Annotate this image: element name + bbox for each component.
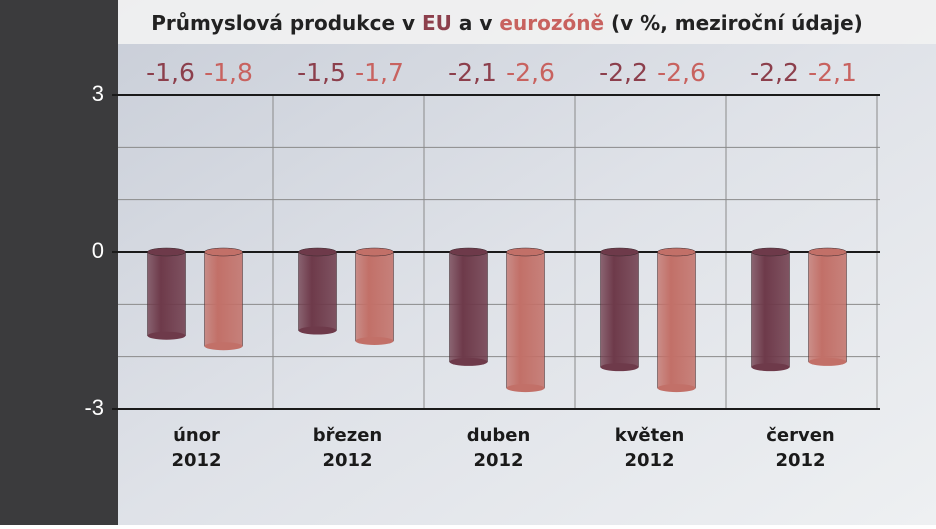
bar-cap — [808, 247, 847, 257]
bar-cap — [147, 247, 186, 257]
bar-cap — [204, 247, 243, 257]
bar-cap — [751, 247, 790, 257]
bar — [506, 251, 545, 389]
bar-bottom — [355, 336, 394, 345]
bar-bottom — [298, 326, 337, 335]
bar-bottom — [506, 384, 545, 393]
title-part: Průmyslová produkce v — [151, 11, 415, 35]
bar-cap — [600, 247, 639, 257]
x-tick-label: 2012 — [322, 450, 372, 471]
bar — [808, 251, 847, 363]
bar — [449, 251, 488, 363]
bar-bottom — [147, 331, 186, 340]
chart-title: Průmyslová produkce v EU a v eurozóně (v %, … — [151, 11, 863, 35]
bar-bottom — [657, 384, 696, 393]
value-label: -2,6 — [657, 58, 706, 87]
value-label: -2,1 — [808, 58, 857, 87]
bar — [147, 251, 186, 336]
value-label: -2,1 — [448, 58, 497, 87]
bar — [355, 251, 394, 342]
bar — [204, 251, 243, 347]
value-label: -2,6 — [506, 58, 555, 87]
value-label: -1,7 — [355, 58, 404, 87]
bar — [657, 251, 696, 389]
x-tick-label: 2012 — [775, 450, 825, 471]
x-tick-label: únor — [173, 425, 220, 446]
title-part: a v — [459, 11, 493, 35]
bar-cap — [657, 247, 696, 257]
x-tick-label: březen — [313, 425, 382, 446]
title-series-name: eurozóně — [499, 11, 604, 35]
bar-bottom — [808, 357, 847, 366]
bar — [600, 251, 639, 368]
bar — [298, 251, 337, 331]
bar-bottom — [204, 342, 243, 351]
bar — [751, 251, 790, 368]
x-tick-label: 2012 — [624, 450, 674, 471]
value-label: -1,6 — [146, 58, 195, 87]
title-band — [118, 0, 936, 44]
title-series-name: EU — [422, 11, 452, 35]
bar-cap — [355, 247, 394, 257]
value-label: -2,2 — [750, 58, 799, 87]
x-tick-label: duben — [467, 425, 531, 446]
bar-cap — [506, 247, 545, 257]
x-tick-label: červen — [766, 425, 835, 446]
x-tick-label: květen — [615, 425, 685, 446]
bar-bottom — [449, 357, 488, 366]
bar-cap — [449, 247, 488, 257]
x-tick-label: 2012 — [171, 450, 221, 471]
x-tick-label: 2012 — [473, 450, 523, 471]
title-part: (v %, meziroční údaje) — [611, 11, 863, 35]
bar-cap — [298, 247, 337, 257]
value-label: -2,2 — [599, 58, 648, 87]
bar-bottom — [751, 363, 790, 372]
value-label: -1,5 — [297, 58, 346, 87]
y-tick-label: 0 — [92, 238, 104, 263]
y-tick-label: -3 — [84, 395, 104, 420]
side-panel — [0, 0, 118, 525]
bar-bottom — [600, 363, 639, 372]
y-tick-label: 3 — [92, 81, 104, 106]
value-label: -1,8 — [204, 58, 253, 87]
